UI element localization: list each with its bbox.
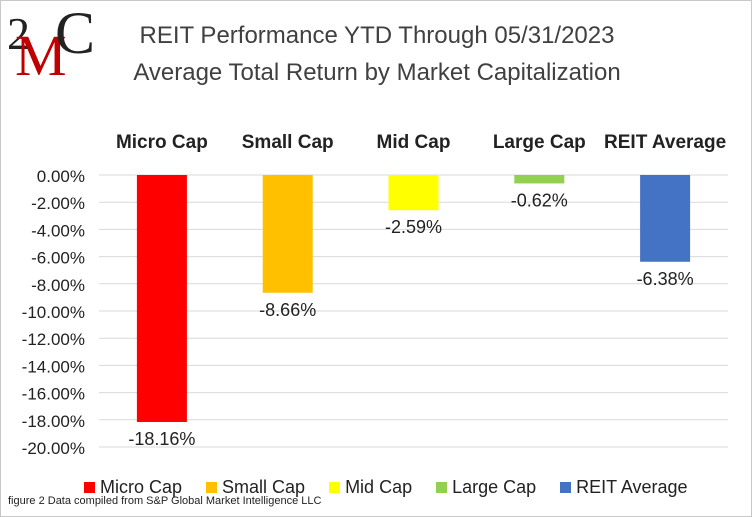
y-tick-label: -10.00%: [22, 303, 85, 322]
legend-item: Small Cap: [206, 477, 305, 498]
data-label: -18.16%: [128, 429, 195, 449]
chart-title: REIT Performance YTD Through 05/31/2023: [139, 22, 615, 49]
legend-label: Large Cap: [452, 476, 537, 497]
legend-label: Micro Cap: [100, 476, 183, 497]
logo-letter-m: M: [15, 23, 67, 79]
data-label: -0.62%: [511, 190, 568, 210]
logo-digit: 2: [7, 8, 30, 59]
bar: [136, 175, 187, 422]
legend-label: Small Cap: [222, 476, 306, 497]
legend-item: Micro Cap: [84, 477, 182, 498]
y-tick-label: -20.00%: [22, 439, 85, 458]
bar: [514, 175, 565, 184]
bar: [388, 175, 439, 211]
legend-label: Mid Cap: [345, 476, 413, 497]
legend-item: Large Cap: [436, 477, 536, 498]
chart-subtitle: Average Total Return by Market Capitaliz…: [133, 59, 621, 86]
category-label: Micro Cap: [115, 132, 208, 153]
legend-item: REIT Average: [560, 476, 688, 498]
company-logo: 2 M C: [7, 3, 95, 79]
y-tick-label: 0.00%: [37, 167, 85, 186]
legend-item: Mid Cap: [329, 477, 412, 498]
y-tick-label: -18.00%: [22, 412, 85, 431]
y-tick-label: -12.00%: [22, 330, 85, 349]
legend-swatch: [436, 481, 448, 493]
category-label: REIT Average: [604, 132, 727, 153]
y-tick-label: -16.00%: [22, 385, 85, 404]
y-tick-label: -2.00%: [31, 194, 85, 213]
legend-swatch: [206, 481, 218, 493]
legend-swatch: [560, 481, 572, 493]
data-label: -8.66%: [259, 300, 316, 320]
category-label: Large Cap: [492, 132, 586, 153]
bar: [262, 175, 313, 293]
data-label: -2.59%: [385, 217, 442, 237]
legend-swatch: [329, 481, 341, 493]
chart-legend: Micro Cap Small Cap Mid Cap Large Cap REIT A…: [84, 477, 688, 497]
y-tick-label: -8.00%: [31, 276, 85, 295]
y-tick-label: -4.00%: [31, 221, 85, 240]
category-label: Mid Cap: [376, 132, 451, 153]
y-tick-label: -6.00%: [31, 249, 85, 268]
data-label: -6.38%: [637, 269, 694, 289]
y-tick-label: -14.00%: [22, 357, 85, 376]
bar: [640, 175, 691, 262]
category-label: Small Cap: [241, 132, 334, 153]
legend-swatch: [84, 481, 95, 493]
footnote: figure 2 Data compiled from S&P Global M…: [8, 495, 322, 507]
logo-letter-c: C: [55, 3, 95, 66]
legend-label: REIT Average: [576, 476, 688, 497]
